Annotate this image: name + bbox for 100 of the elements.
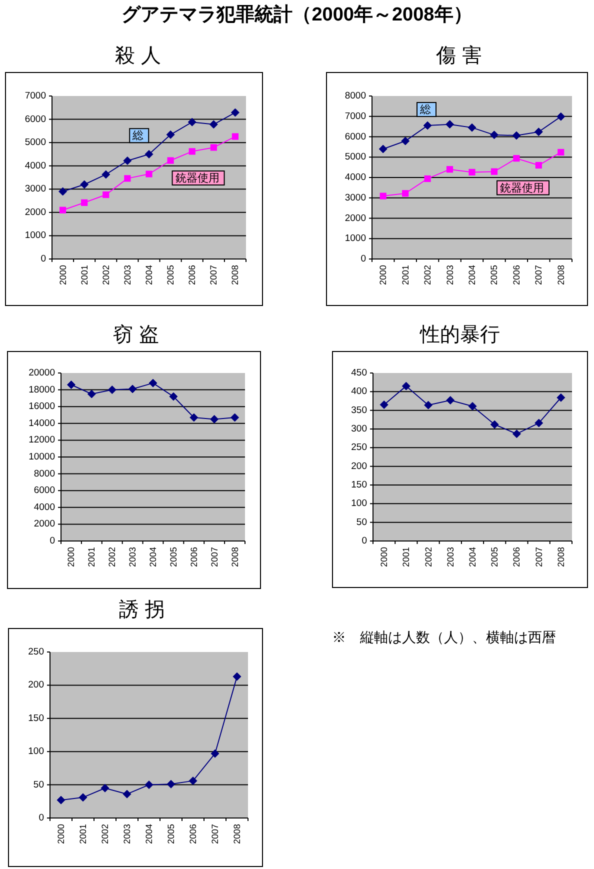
chart-title: 殺 人 [115,45,161,67]
point [81,199,88,206]
x-tick-label: 2005 [490,547,500,568]
x-tick-label: 2008 [556,547,566,568]
y-tick-label: 3000 [344,192,366,204]
x-tick-label: 2002 [107,547,118,568]
point [232,672,242,681]
y-tick-label: 8000 [34,468,55,480]
y-tick-label: 450 [351,368,367,378]
x-tick-label: 2006 [187,265,198,286]
point [230,413,240,422]
y-tick-label: 6000 [34,485,55,496]
point [468,168,476,176]
point [468,123,476,132]
y-tick-label: 400 [351,386,367,398]
y-tick-label: 12000 [28,434,55,446]
x-tick-label: 2008 [230,547,240,568]
x-tick-label: 2006 [188,824,198,844]
point [166,130,175,139]
point [490,420,499,429]
point [188,118,196,126]
y-tick-label: 8000 [344,90,366,102]
y-tick-label: 3000 [24,184,46,195]
point [56,796,66,804]
point [534,418,544,428]
y-tick-label: 4000 [34,502,55,513]
point [66,380,76,390]
point [128,384,137,394]
point [123,156,132,165]
y-tick-label: 200 [28,680,44,691]
point [188,776,198,786]
y-tick-label: 18000 [28,384,55,396]
y-tick-label: 300 [351,424,367,434]
y-tick-label: 0 [360,254,366,264]
x-tick-label: 2002 [100,824,110,844]
point [558,148,564,156]
x-tick-label: 2001 [86,547,97,568]
point [102,170,110,179]
point [424,175,431,182]
point [446,396,455,405]
y-tick-label: 7000 [24,90,46,102]
point [512,430,521,438]
x-tick-label: 2004 [467,265,477,286]
x-tick-label: 2004 [144,824,154,844]
x-tick-label: 2004 [148,547,158,568]
x-tick-label: 2003 [122,265,132,286]
point [534,128,543,136]
x-tick-label: 2007 [208,265,219,286]
y-tick-label: 4000 [344,172,366,183]
point [513,155,520,162]
point [210,144,217,151]
point [188,148,196,155]
x-tick-label: 2000 [66,547,76,568]
series-label: 総 [419,104,431,116]
x-tick-label: 2004 [144,265,154,286]
y-tick-label: 0 [362,536,367,546]
point [490,168,498,175]
x-tick-label: 2001 [79,265,90,286]
x-tick-label: 2000 [379,547,390,568]
series-label: 銃器使用 [500,182,544,194]
y-tick-label: 20000 [28,368,55,378]
y-tick-label: 6000 [344,131,366,142]
y-tick-label: 250 [28,646,44,658]
point [146,170,152,178]
point [78,793,88,802]
y-tick-label: 1000 [344,233,366,244]
x-tick-label: 2005 [166,265,176,286]
text: ※ 縦軸は人数（人）、横軸は西暦 [332,629,556,645]
y-tick-label: 150 [28,712,44,724]
point [378,144,388,154]
y-tick-label: 16000 [28,401,55,412]
point [209,120,218,129]
y-tick-label: 50 [33,779,44,790]
chart-title: 傷 害 [435,44,482,67]
chart-title: 窃 盗 [113,324,159,346]
y-tick-label: 10000 [28,452,55,462]
y-tick-label: 1000 [24,230,46,242]
y-tick-label: 350 [351,404,367,416]
y-tick-label: 200 [351,460,367,472]
point [122,790,132,798]
point [230,108,240,117]
y-tick-label: 0 [38,812,44,824]
x-tick-label: 2002 [100,265,111,286]
point [446,120,454,129]
y-tick-label: 100 [28,746,44,758]
chart-title: 誘 拐 [119,599,165,621]
y-tick-label: 100 [351,498,367,510]
y-tick-label: 0 [50,536,55,546]
x-tick-label: 2000 [378,265,388,286]
x-tick-label: 2001 [400,265,410,286]
y-tick-label: 0 [40,254,46,264]
x-tick-label: 2008 [232,824,242,844]
point [210,414,219,424]
point [402,382,410,390]
point [232,133,239,140]
point [210,749,220,758]
x-tick-label: 2006 [188,547,199,568]
x-tick-label: 2008 [230,265,240,286]
point [556,393,566,402]
point [148,378,158,388]
